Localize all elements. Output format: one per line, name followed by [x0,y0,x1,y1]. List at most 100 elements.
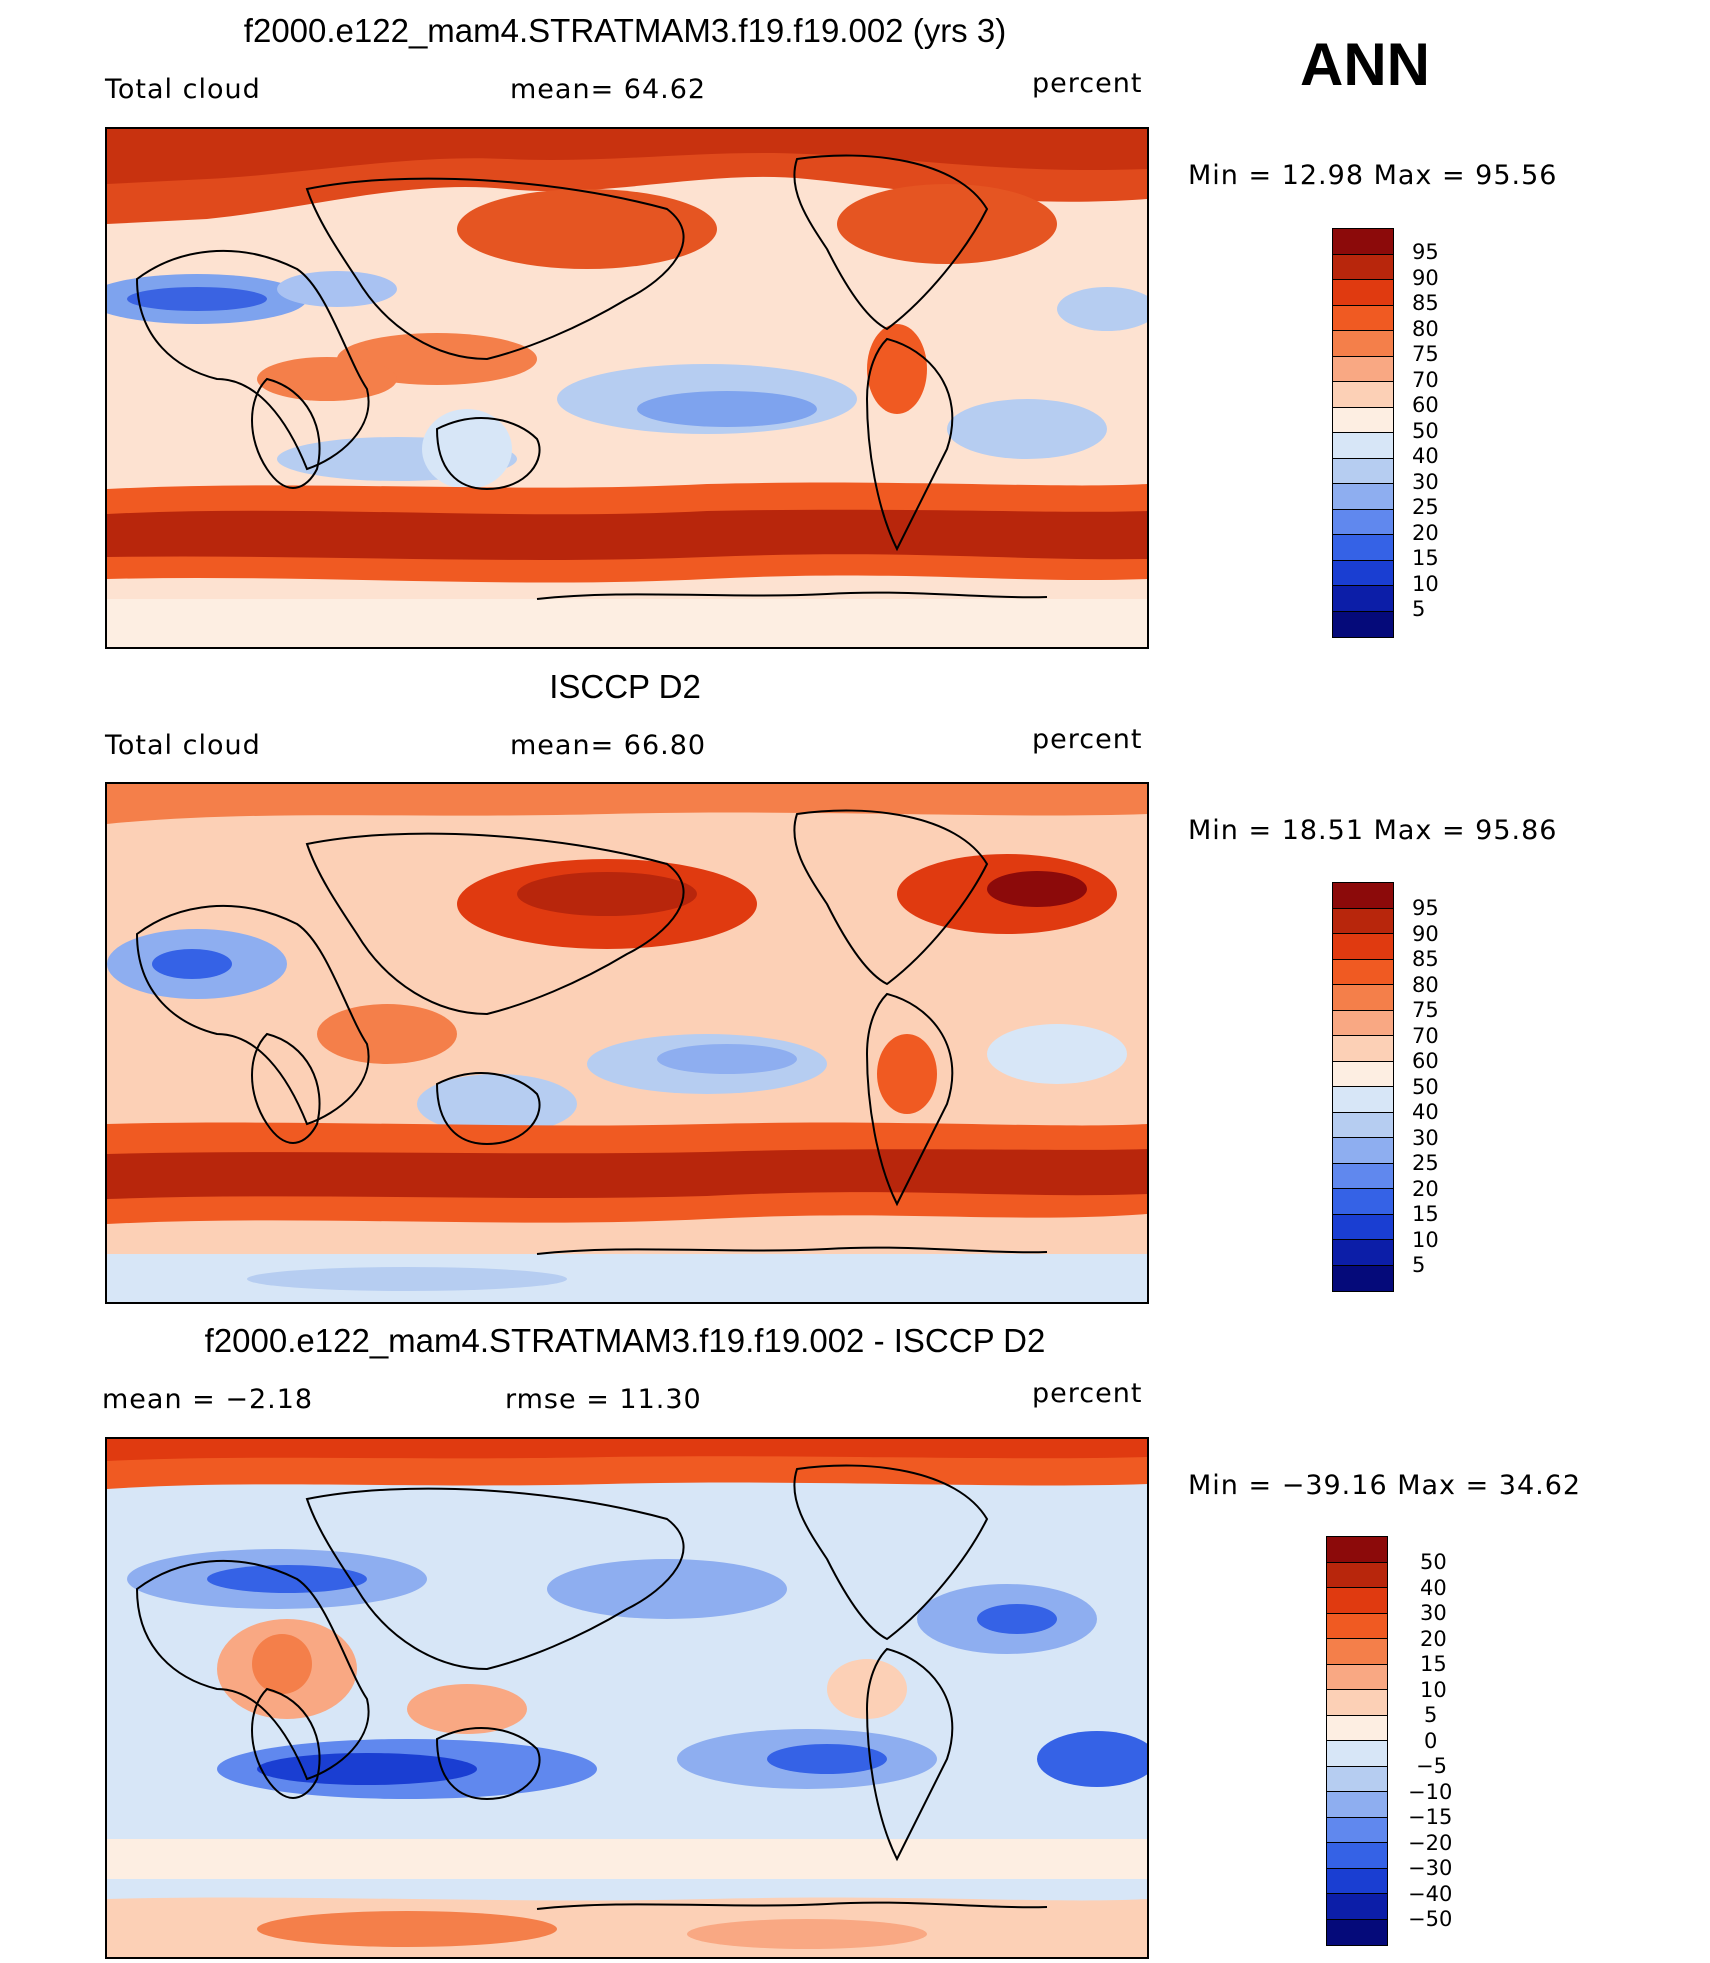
colorbar-segment [1333,382,1393,408]
panel-3-mean-label: mean = −2.18 [102,1384,314,1415]
panel-2-title: ISCCP D2 [549,668,701,705]
colorbar-segment [1333,331,1393,357]
colorbar-segment [1327,1588,1387,1614]
colorbar-tick-label: 70 [1412,1023,1439,1048]
colorbar-segment [1327,1613,1387,1639]
colorbar-segment [1333,535,1393,561]
colorbar-segment [1327,1562,1387,1588]
colorbar-segment [1333,1036,1393,1062]
colorbar-segment [1327,1766,1387,1792]
colorbar-segment [1333,1087,1393,1113]
colorbar-segment [1333,934,1393,960]
panel-1-title: f2000.e122_mam4.STRATMAM3.f19.f19.002 (y… [243,12,1007,49]
colorbar-segment [1333,1061,1393,1087]
colorbar-segment [1327,1715,1387,1741]
colorbar-tick-label: 5 [1424,1703,1438,1727]
colorbar-segment [1333,305,1393,331]
colorbar-tick-label: 40 [1412,1100,1439,1124]
colorbar-tick-label: 30 [1412,469,1439,494]
colorbar-segment [1333,985,1393,1011]
panel-3-title: f2000.e122_mam4.STRATMAM3.f19.f19.002 - … [204,1322,1046,1359]
colorbar-tick-label: 30 [1420,1601,1447,1625]
colorbar-segment [1327,1792,1387,1818]
season-label: ANN [1300,31,1430,98]
colorbar-segment [1333,611,1393,637]
colorbar-segment [1333,1163,1393,1189]
colorbar-segment [1333,560,1393,586]
colorbar-tick-label: 60 [1412,1049,1439,1073]
colorbar-segment [1333,883,1393,909]
colorbar-segment [1333,484,1393,510]
colorbar-tick-label: 20 [1412,520,1439,545]
colorbar-tick-label: 80 [1412,316,1439,341]
panel-2-colorbar [1332,882,1394,1292]
panel-1-colorbar-labels: 95 90 85 80 75 70 60 50 40 30 25 20 15 1… [1412,240,1472,640]
colorbar-segment [1327,1817,1387,1843]
panel-2-units-label: percent [1032,724,1143,755]
colorbar-tick-label: 75 [1412,342,1439,366]
colorbar-segment [1333,1214,1393,1240]
colorbar-tick-label: 20 [1420,1626,1447,1651]
colorbar-tick-label: 80 [1412,972,1439,997]
colorbar-tick-label: −40 [1408,1881,1453,1906]
colorbar-tick-label: −15 [1408,1805,1453,1829]
colorbar-tick-label: 75 [1412,998,1439,1022]
colorbar-tick-label: 60 [1412,393,1439,417]
panel-1-variable-label: Total cloud [105,74,261,105]
colorbar-segment [1327,1843,1387,1869]
colorbar-tick-label: 70 [1412,367,1439,392]
panel-3-colorbar-labels: 50 40 30 20 15 10 5 0 −5 −10 −15 −20 −30… [1408,1550,1488,1950]
colorbar-segment [1327,1639,1387,1665]
panel-2-mean-label: mean= 66.80 [510,730,707,761]
colorbar-tick-label: 50 [1420,1550,1447,1574]
colorbar-tick-label: −5 [1416,1754,1447,1778]
panel-1-minmax: Min = 12.98 Max = 95.56 [1188,160,1558,191]
colorbar-tick-label: 25 [1412,1151,1439,1175]
colorbar-segment [1333,433,1393,459]
panel-2-colorbar-labels: 95 90 85 80 75 70 60 50 40 30 25 20 15 1… [1412,896,1472,1296]
colorbar-segment [1333,1189,1393,1215]
panel-1-colorbar [1332,228,1394,638]
colorbar-segment [1333,1138,1393,1164]
colorbar-segment [1327,1741,1387,1767]
colorbar-tick-label: 10 [1412,1227,1439,1252]
panel-1-units-label: percent [1032,68,1143,99]
panel-3-rmse-label: rmse = 11.30 [505,1384,702,1415]
colorbar-segment [1327,1690,1387,1716]
colorbar-segment [1333,458,1393,484]
colorbar-tick-label: 85 [1412,947,1439,971]
colorbar-segment [1333,1265,1393,1291]
colorbar-segment [1333,356,1393,382]
panel-3-colorbar [1326,1536,1388,1946]
colorbar-tick-label: 50 [1412,1074,1439,1099]
colorbar-tick-label: 90 [1412,265,1439,290]
colorbar-segment [1333,229,1393,255]
colorbar-tick-label: 25 [1412,495,1439,519]
colorbar-segment [1333,1112,1393,1138]
colorbar-tick-label: 10 [1412,571,1439,596]
panel-2-map [105,782,1149,1304]
colorbar-segment [1327,1537,1387,1563]
colorbar-tick-label: 20 [1412,1176,1439,1201]
colorbar-tick-label: 0 [1424,1728,1438,1753]
colorbar-segment [1327,1868,1387,1894]
panel-3-units-label: percent [1032,1378,1143,1409]
panel-2-minmax: Min = 18.51 Max = 95.86 [1188,815,1558,846]
colorbar-segment [1327,1894,1387,1920]
colorbar-tick-label: 95 [1412,240,1439,264]
colorbar-tick-label: 50 [1412,418,1439,443]
colorbar-tick-label: 15 [1412,546,1439,570]
colorbar-segment [1333,254,1393,280]
panel-1-map [105,127,1149,649]
panel-1-mean-label: mean= 64.62 [510,74,707,105]
colorbar-segment [1333,908,1393,934]
colorbar-segment [1333,586,1393,612]
colorbar-tick-label: 40 [1412,444,1439,468]
colorbar-segment [1333,1010,1393,1036]
colorbar-tick-label: 85 [1412,291,1439,315]
colorbar-tick-label: 15 [1420,1652,1447,1676]
colorbar-tick-label: 15 [1412,1202,1439,1226]
colorbar-tick-label: 95 [1412,896,1439,920]
colorbar-segment [1333,509,1393,535]
colorbar-tick-label: 40 [1420,1575,1447,1600]
